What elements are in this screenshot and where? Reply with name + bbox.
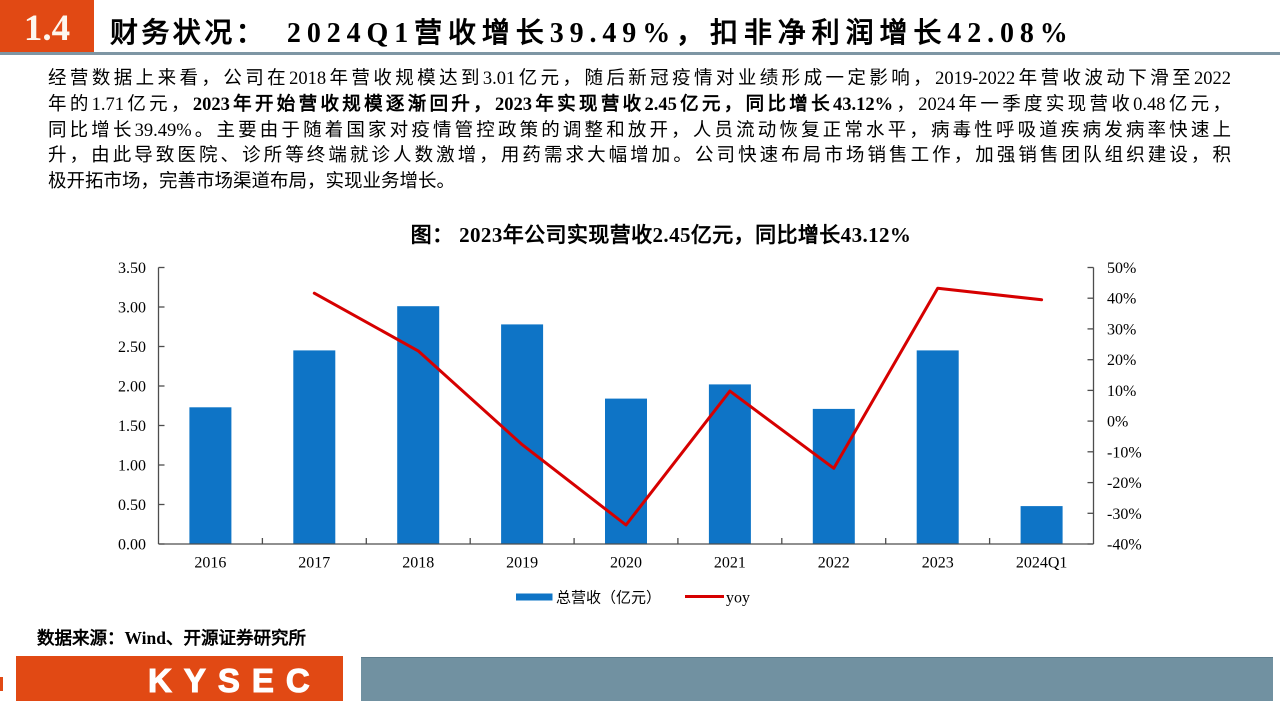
svg-text:0%: 0% (1107, 414, 1128, 431)
svg-text:0.00: 0.00 (118, 537, 146, 554)
svg-text:1.00: 1.00 (118, 458, 146, 475)
svg-text:yoy: yoy (726, 590, 750, 607)
svg-text:0.50: 0.50 (118, 497, 146, 514)
svg-text:2016: 2016 (194, 555, 226, 572)
svg-text:2018: 2018 (402, 555, 434, 572)
svg-text:2019: 2019 (506, 555, 538, 572)
svg-text:-30%: -30% (1107, 506, 1142, 523)
svg-text:2023: 2023 (922, 555, 954, 572)
svg-text:2017: 2017 (298, 555, 330, 572)
svg-text:1.50: 1.50 (118, 418, 146, 435)
svg-text:50%: 50% (1107, 260, 1136, 277)
svg-text:30%: 30% (1107, 321, 1136, 338)
svg-text:2022: 2022 (818, 555, 850, 572)
svg-text:3.00: 3.00 (118, 300, 146, 317)
svg-text:40%: 40% (1107, 291, 1136, 308)
svg-text:3.50: 3.50 (118, 260, 146, 277)
svg-text:10%: 10% (1107, 383, 1136, 400)
svg-text:-20%: -20% (1107, 475, 1142, 492)
svg-text:2.50: 2.50 (118, 339, 146, 356)
svg-text:20%: 20% (1107, 352, 1136, 369)
svg-text:-40%: -40% (1107, 537, 1142, 554)
svg-text:2020: 2020 (610, 555, 642, 572)
svg-text:2.00: 2.00 (118, 379, 146, 396)
svg-text:2024Q1: 2024Q1 (1016, 555, 1068, 572)
svg-text:总营收（亿元）: 总营收（亿元） (556, 590, 661, 607)
svg-text:-10%: -10% (1107, 444, 1142, 461)
svg-text:2021: 2021 (714, 555, 746, 572)
